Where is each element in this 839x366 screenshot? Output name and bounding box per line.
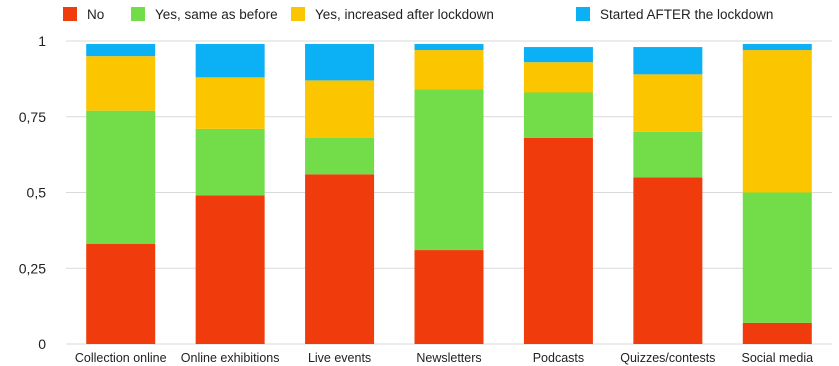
bar-stack <box>742 44 812 344</box>
y-tick-label: 0,75 <box>19 109 46 125</box>
bar-segment <box>523 137 593 344</box>
bar-segment <box>195 128 265 196</box>
bar-segment <box>633 47 703 75</box>
bar-segment <box>305 44 375 81</box>
legend-label: Started AFTER the lockdown <box>600 7 773 22</box>
bar-segment <box>86 56 156 111</box>
bar-segment <box>195 44 265 78</box>
y-tick-label: 1 <box>38 33 46 49</box>
x-tick-label: Collection online <box>75 351 167 365</box>
bar-segment <box>633 131 703 178</box>
x-tick-label: Quizzes/contests <box>620 351 715 365</box>
x-tick-label: Podcasts <box>533 351 584 365</box>
bar-segment <box>86 244 156 344</box>
bar-segment <box>742 44 812 51</box>
bar-segment <box>195 195 265 344</box>
legend-swatch <box>291 7 305 21</box>
x-tick-label: Newsletters <box>416 351 481 365</box>
bar-segment <box>305 174 375 344</box>
bar-stack <box>633 47 703 344</box>
bar-stack <box>86 44 156 344</box>
bar-segment <box>742 192 812 323</box>
bar-segment <box>523 62 593 93</box>
legend-swatch <box>131 7 145 21</box>
bar-segment <box>195 77 265 129</box>
bar-segment <box>414 250 484 344</box>
bar-segment <box>742 322 812 344</box>
bar-segment <box>742 50 812 193</box>
bar-stack <box>523 47 593 344</box>
y-axis-ticks: 0 0,25 0,5 0,75 1 <box>19 33 46 352</box>
legend-label: Yes, increased after lockdown <box>315 7 494 22</box>
bar-segment <box>414 50 484 90</box>
y-tick-label: 0,25 <box>19 260 46 276</box>
chart-legend: No Yes, same as before Yes, increased afte… <box>63 7 773 22</box>
bar-segment <box>633 177 703 344</box>
bar-segment <box>305 137 375 175</box>
x-tick-label: Social media <box>741 351 813 365</box>
bar-segment <box>305 80 375 138</box>
y-tick-label: 0 <box>38 336 46 352</box>
bar-stack <box>195 44 265 344</box>
y-tick-label: 0,5 <box>27 185 47 201</box>
legend-label: Yes, same as before <box>155 7 278 22</box>
legend-swatch <box>63 7 77 21</box>
legend-swatch <box>576 7 590 21</box>
bar-segment <box>86 44 156 57</box>
bar-segment <box>414 44 484 51</box>
x-axis-labels: Collection online Online exhibitions Live … <box>75 351 813 365</box>
bars <box>86 44 812 344</box>
bar-segment <box>414 89 484 251</box>
bar-segment <box>86 110 156 245</box>
legend-label: No <box>87 7 104 22</box>
bar-segment <box>523 47 593 63</box>
bar-segment <box>523 92 593 138</box>
bar-stack <box>305 44 375 344</box>
x-tick-label: Live events <box>308 351 371 365</box>
x-tick-label: Online exhibitions <box>181 351 280 365</box>
bar-segment <box>633 74 703 132</box>
bar-stack <box>414 44 484 344</box>
